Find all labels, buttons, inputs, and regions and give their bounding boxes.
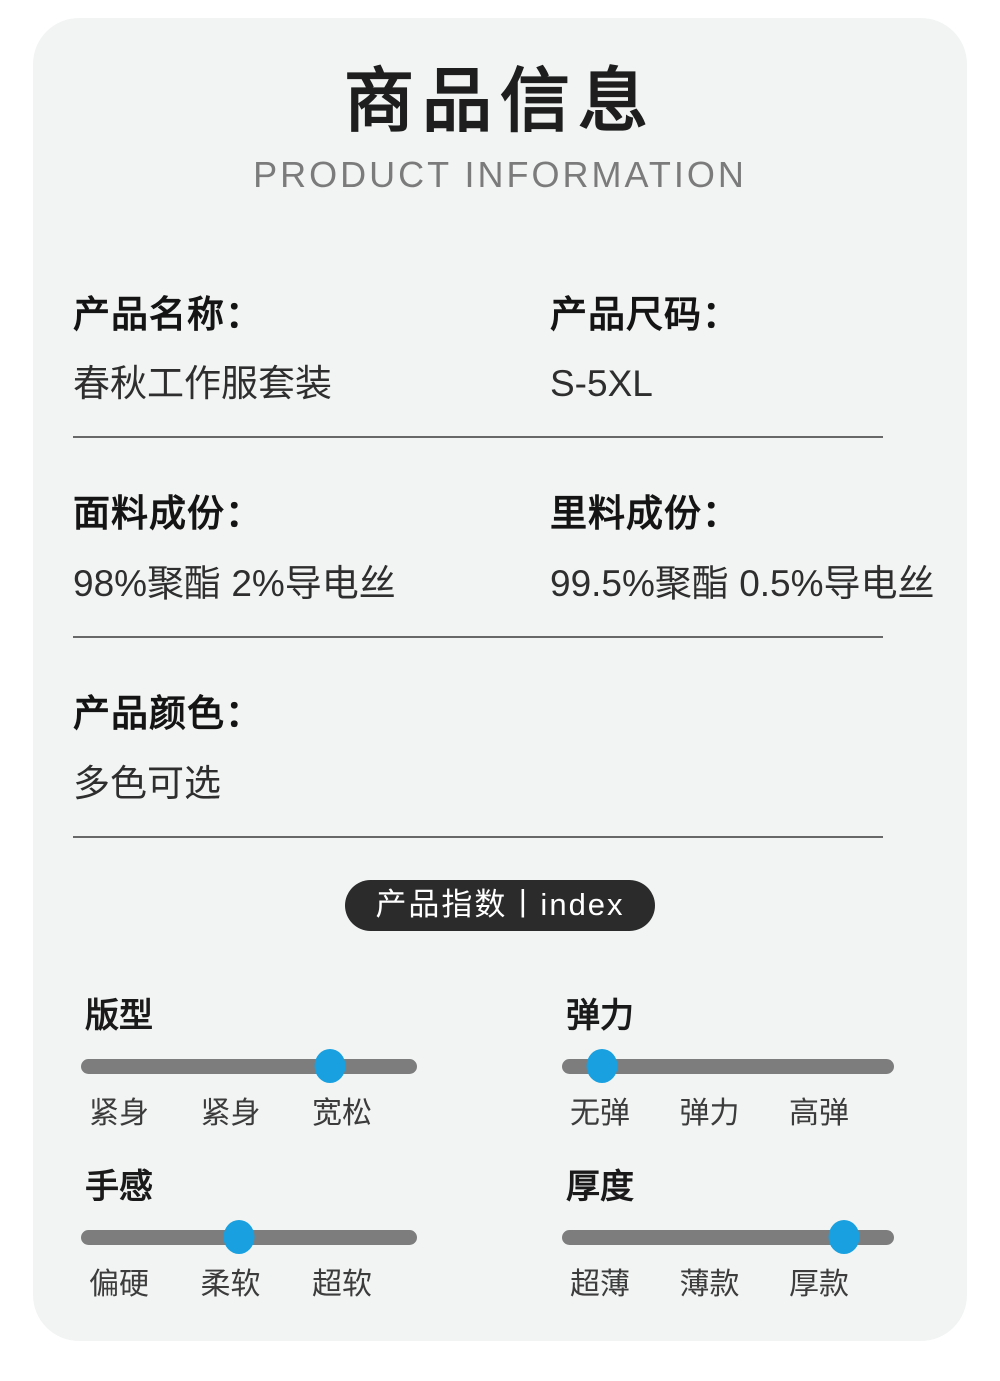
product-size-field: 产品尺码： S-5XL (550, 294, 927, 409)
slider-fit-title: 版型 (85, 996, 153, 1035)
slider-elasticity-labels: 无弹 弹力 高弹 (562, 1096, 894, 1132)
slider-elasticity-track (562, 1049, 894, 1084)
product-size-label: 产品尺码： (550, 293, 740, 335)
slider-feel-track (81, 1220, 417, 1255)
page-subtitle: PRODUCT INFORMATION (253, 153, 747, 195)
slider-row-1: 版型 紧身 紧身 宽松 弹力 无弹 弹力 高弹 (73, 997, 927, 1132)
divider (73, 835, 883, 838)
slider-scale-label: 宽松 (312, 1096, 372, 1130)
index-badge: 产品指数丨index (345, 879, 655, 931)
divider (73, 436, 883, 439)
info-row-color: 产品颜色： 多色可选 (73, 693, 927, 808)
product-color-field: 产品颜色： 多色可选 (73, 693, 550, 808)
product-name-value: 春秋工作服套装 (73, 363, 332, 405)
product-name-label: 产品名称： (73, 293, 263, 335)
slider-scale-label: 柔软 (200, 1267, 261, 1301)
info-row-fabric-lining: 面料成份： 98%聚酯 2%导电丝 里料成份： 99.5%聚酯 0.5%导电丝 (73, 493, 935, 608)
product-size-value: S-5XL (550, 363, 653, 405)
index-badge-wrap: 产品指数丨index (73, 879, 927, 931)
slider-scale-label: 无弹 (570, 1096, 630, 1130)
slider-thickness-handle[interactable] (828, 1220, 860, 1255)
slider-scale-label: 高弹 (789, 1096, 849, 1130)
product-name-field: 产品名称： 春秋工作服套装 (73, 294, 550, 409)
slider-feel-title: 手感 (85, 1167, 153, 1206)
slider-thickness-labels: 超薄 薄款 厚款 (562, 1267, 894, 1303)
slider-scale-label: 薄款 (679, 1267, 740, 1301)
slider-scale-label: 紧身 (89, 1096, 149, 1130)
slider-group-feel: 手感 偏硬 柔软 超软 (81, 1168, 417, 1303)
slider-thickness-track (562, 1220, 894, 1255)
product-color-label: 产品颜色： (73, 692, 263, 734)
slider-feel-handle[interactable] (223, 1220, 255, 1255)
lining-composition-value: 99.5%聚酯 0.5%导电丝 (550, 562, 935, 604)
slider-group-thickness: 厚度 超薄 薄款 厚款 (562, 1168, 894, 1303)
slider-group-elasticity: 弹力 无弹 弹力 高弹 (562, 997, 894, 1132)
lining-composition-label: 里料成份： (550, 493, 740, 535)
slider-scale-label: 偏硬 (89, 1267, 149, 1301)
slider-elasticity-title: 弹力 (566, 996, 634, 1035)
slider-scale-label: 超薄 (570, 1267, 630, 1301)
slider-scale-label: 厚款 (789, 1267, 849, 1301)
slider-group-fit: 版型 紧身 紧身 宽松 (81, 997, 417, 1132)
slider-scale-label: 紧身 (200, 1096, 261, 1130)
fabric-composition-label: 面料成份： (73, 493, 263, 535)
slider-scale-label: 弹力 (679, 1096, 740, 1130)
lining-composition-field: 里料成份： 99.5%聚酯 0.5%导电丝 (550, 493, 935, 608)
page-title: 商品信息 (344, 62, 656, 140)
slider-row-2: 手感 偏硬 柔软 超软 厚度 超薄 薄款 厚款 (73, 1168, 927, 1303)
slider-scale-label: 超软 (312, 1267, 372, 1301)
slider-fit-labels: 紧身 紧身 宽松 (81, 1096, 417, 1132)
slider-fit-handle[interactable] (314, 1049, 346, 1084)
product-info-card: 商品信息 PRODUCT INFORMATION 产品名称： 春秋工作服套装 产… (33, 18, 967, 1341)
fabric-composition-value: 98%聚酯 2%导电丝 (73, 562, 396, 604)
slider-thickness-title: 厚度 (566, 1167, 634, 1206)
info-row-name-size: 产品名称： 春秋工作服套装 产品尺码： S-5XL (73, 294, 927, 409)
slider-feel-labels: 偏硬 柔软 超软 (81, 1267, 417, 1303)
slider-fit-track (81, 1049, 417, 1084)
slider-elasticity-handle[interactable] (586, 1049, 618, 1084)
fabric-composition-field: 面料成份： 98%聚酯 2%导电丝 (73, 493, 550, 608)
product-color-value: 多色可选 (73, 762, 221, 804)
divider (73, 635, 883, 638)
